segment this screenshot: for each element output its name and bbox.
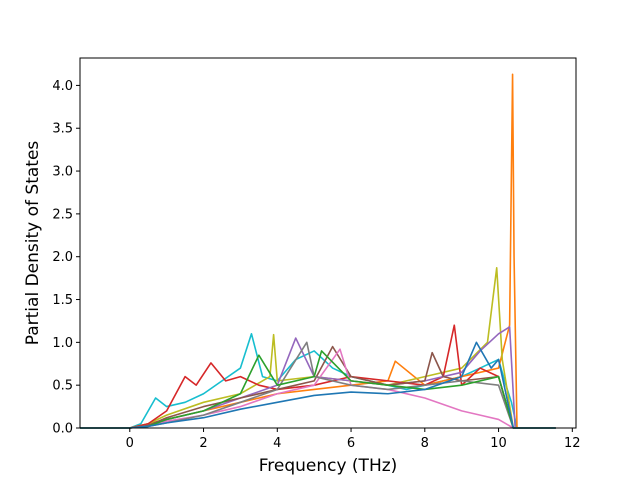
y-tick-label: 0.0 bbox=[52, 422, 73, 437]
y-tick-label: 2.0 bbox=[52, 250, 73, 265]
y-tick-label: 0.5 bbox=[52, 379, 73, 394]
x-axis: 0 2 4 6 8 10 12 bbox=[126, 428, 581, 451]
x-tick-label: 0 bbox=[126, 436, 134, 451]
y-axis: 0.0 0.5 1.0 1.5 2.0 2.5 3.0 3.5 4.0 bbox=[52, 79, 80, 437]
series-line-3 bbox=[80, 324, 556, 429]
y-tick-label: 1.0 bbox=[52, 336, 73, 351]
y-axis-title: Partial Density of States bbox=[23, 141, 43, 346]
x-axis-title: Frequency (THz) bbox=[259, 456, 398, 476]
y-tick-label: 3.5 bbox=[52, 122, 73, 137]
x-tick-label: 6 bbox=[347, 436, 355, 451]
plot-frame bbox=[79, 57, 577, 429]
x-tick-label: 2 bbox=[199, 436, 207, 451]
x-tick-label: 10 bbox=[490, 436, 507, 451]
series-line-9 bbox=[80, 341, 556, 429]
series-line-5 bbox=[80, 345, 556, 429]
y-tick-label: 3.0 bbox=[52, 165, 73, 180]
series-line-6 bbox=[80, 348, 556, 429]
series-line-8 bbox=[80, 350, 556, 429]
x-tick-label: 8 bbox=[421, 436, 429, 451]
y-tick-label: 1.5 bbox=[52, 293, 73, 308]
y-tick-label: 4.0 bbox=[52, 79, 73, 94]
series-line-0 bbox=[80, 332, 556, 429]
x-tick-label: 12 bbox=[564, 436, 581, 451]
x-tick-label: 4 bbox=[273, 436, 281, 451]
series-layer bbox=[80, 73, 556, 429]
y-tick-label: 2.5 bbox=[52, 207, 73, 222]
